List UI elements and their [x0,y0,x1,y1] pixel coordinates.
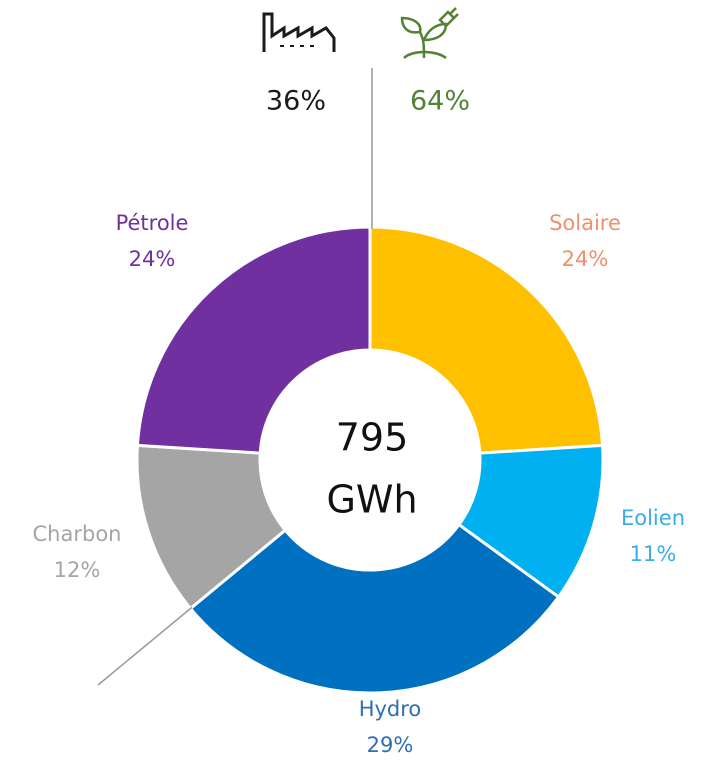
donut-slice [135,225,372,455]
slice-value-label: 29% [367,733,414,757]
factory-icon [262,12,336,52]
group-label: 64% [410,86,470,117]
slice-label: Charbon [33,522,122,546]
donut-slice [368,225,605,455]
slice-value-label: 24% [562,247,609,271]
group-label: 36% [266,86,326,117]
divider-line [97,606,193,686]
donut-slice [188,522,561,695]
slice-value-label: 12% [54,558,101,582]
slice-label: Solaire [549,211,621,235]
slice-value-label: 24% [129,247,176,271]
center-text: GWh [326,478,417,522]
slice-label: Eolien [621,506,685,530]
slice-label: Pétrole [116,211,189,235]
center-text: 795 [336,416,409,460]
slice-label: Hydro [359,697,422,721]
plant-icon [400,7,459,60]
slice-value-label: 11% [630,542,677,566]
